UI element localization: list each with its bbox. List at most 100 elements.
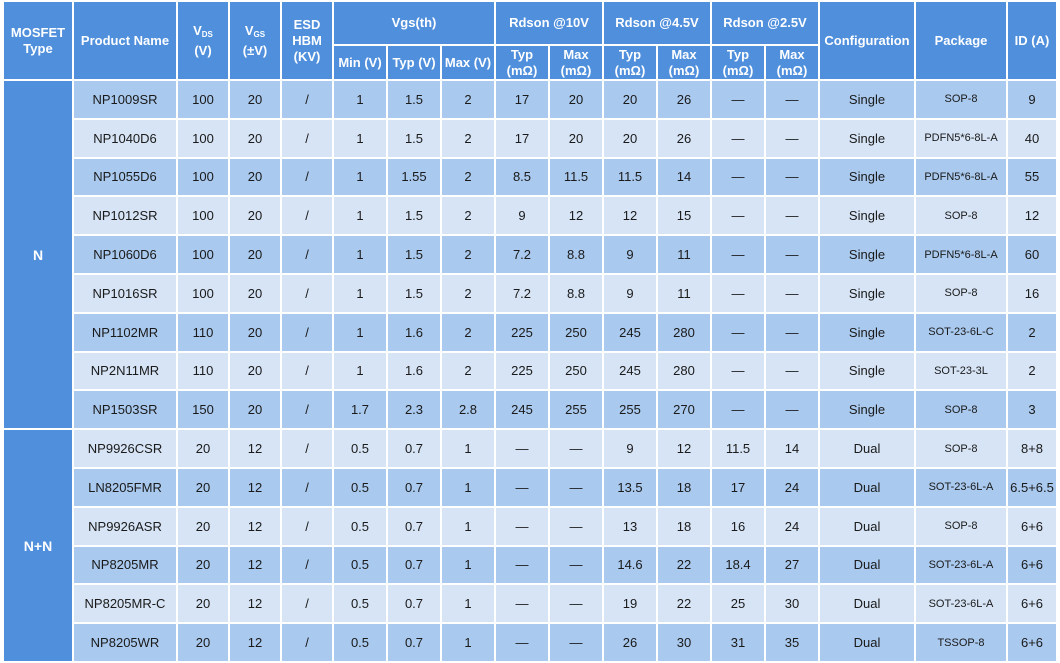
vgs-cell: 20 (230, 236, 280, 273)
header-esd: ESD HBM (KV) (282, 2, 332, 79)
id-cell: 8+8 (1008, 430, 1056, 467)
r45-typ-cell: 19 (604, 585, 656, 623)
subheader-vth-max: Max (V) (442, 46, 494, 79)
r10-typ-cell: 7.2 (496, 274, 548, 312)
r25-typ-cell: 16 (712, 507, 764, 545)
product-name-cell: NP1503SR (74, 391, 176, 429)
product-name-cell: NP1016SR (74, 274, 176, 312)
id-cell: 60 (1008, 236, 1056, 273)
r25-max-cell: — (766, 274, 818, 312)
header-vgsth: Vgs(th) (334, 2, 494, 44)
package-cell: SOP-8 (916, 430, 1006, 467)
table-row: NP8205MR 20 12/0.5 0.7 1— —14.6 22 18.4 27 Dual SO… (4, 546, 1056, 584)
r45-typ-cell: 14.6 (604, 546, 656, 584)
vth-typ-cell: 0.7 (388, 468, 440, 506)
package-cell: SOT-23-6L-A (916, 585, 1006, 623)
header-configuration: Configuration (820, 2, 914, 79)
esd-cell: / (282, 119, 332, 157)
vds-cell: 100 (178, 197, 228, 235)
r45-typ-cell: 9 (604, 236, 656, 273)
r25-typ-cell: 31 (712, 624, 764, 661)
r10-typ-cell: — (496, 507, 548, 545)
vgs-symbol: V (244, 22, 254, 38)
vth-typ-cell: 1.5 (388, 81, 440, 118)
esd-cell: / (282, 313, 332, 351)
r45-max-cell: 26 (658, 119, 710, 157)
r45-typ-cell: 9 (604, 274, 656, 312)
r10-max-cell: — (550, 468, 602, 506)
esd-cell: / (282, 352, 332, 390)
vds-cell: 20 (178, 468, 228, 506)
vth-typ-cell: 0.7 (388, 507, 440, 545)
vgs-subscript: GS (253, 29, 266, 39)
id-cell: 2 (1008, 352, 1056, 390)
r10-typ-cell: — (496, 468, 548, 506)
product-name-cell: NP1102MR (74, 313, 176, 351)
vgs-cell: 12 (230, 468, 280, 506)
r25-max-cell: — (766, 391, 818, 429)
configuration-cell: Single (820, 158, 914, 196)
r10-max-cell: 12 (550, 197, 602, 235)
r45-typ-cell: 13 (604, 507, 656, 545)
vds-cell: 100 (178, 274, 228, 312)
product-name-cell: NP8205MR (74, 546, 176, 584)
vds-cell: 20 (178, 507, 228, 545)
vgs-cell: 20 (230, 158, 280, 196)
product-name-cell: NP1009SR (74, 81, 176, 118)
vth-typ-cell: 1.55 (388, 158, 440, 196)
configuration-cell: Dual (820, 546, 914, 584)
package-cell: SOP-8 (916, 197, 1006, 235)
r45-max-cell: 11 (658, 236, 710, 273)
vth-min-cell: 0.5 (334, 507, 386, 545)
r25-typ-cell: 25 (712, 585, 764, 623)
vgs-cell: 20 (230, 391, 280, 429)
r45-typ-cell: 245 (604, 352, 656, 390)
r10-typ-cell: 245 (496, 391, 548, 429)
table-row: NP9926ASR 20 12/0.5 0.7 1— —13 18 16 24 Dual SOP-8… (4, 507, 1056, 545)
r25-max-cell: — (766, 119, 818, 157)
subheader-r25-max: Max (mΩ) (766, 46, 818, 79)
vth-max-cell: 2 (442, 119, 494, 157)
header-vgs: VGS (±V) (230, 2, 280, 79)
r10-max-cell: 20 (550, 119, 602, 157)
package-cell: SOP-8 (916, 274, 1006, 312)
r25-max-cell: — (766, 352, 818, 390)
vds-cell: 100 (178, 119, 228, 157)
id-cell: 2 (1008, 313, 1056, 351)
package-cell: PDFN5*6-8L-A (916, 119, 1006, 157)
r25-typ-cell: — (712, 352, 764, 390)
subheader-vth-min: Min (V) (334, 46, 386, 79)
r25-typ-cell: 11.5 (712, 430, 764, 467)
r25-typ-cell: — (712, 81, 764, 118)
vth-typ-cell: 0.7 (388, 546, 440, 584)
r45-max-cell: 270 (658, 391, 710, 429)
id-cell: 6+6 (1008, 507, 1056, 545)
esd-cell: / (282, 81, 332, 118)
r10-max-cell: 250 (550, 352, 602, 390)
r10-max-cell: — (550, 507, 602, 545)
r10-max-cell: 11.5 (550, 158, 602, 196)
configuration-cell: Single (820, 391, 914, 429)
esd-cell: / (282, 274, 332, 312)
vds-cell: 110 (178, 313, 228, 351)
package-cell: PDFN5*6-8L-A (916, 158, 1006, 196)
id-cell: 3 (1008, 391, 1056, 429)
vth-min-cell: 1 (334, 236, 386, 273)
vgs-unit: (±V) (242, 42, 268, 58)
vth-min-cell: 1 (334, 197, 386, 235)
vgs-cell: 20 (230, 119, 280, 157)
configuration-cell: Dual (820, 585, 914, 623)
esd-cell: / (282, 624, 332, 661)
r45-max-cell: 280 (658, 313, 710, 351)
r25-max-cell: — (766, 236, 818, 273)
vth-max-cell: 1 (442, 585, 494, 623)
vds-cell: 20 (178, 585, 228, 623)
vth-min-cell: 1 (334, 313, 386, 351)
id-cell: 6+6 (1008, 624, 1056, 661)
r45-max-cell: 18 (658, 468, 710, 506)
vds-cell: 100 (178, 236, 228, 273)
esd-cell: / (282, 391, 332, 429)
table-row: NP1060D6 100 20/1 1.5 2 7.2 8.8 9 11— — Single PDFN… (4, 236, 1056, 273)
id-cell: 12 (1008, 197, 1056, 235)
